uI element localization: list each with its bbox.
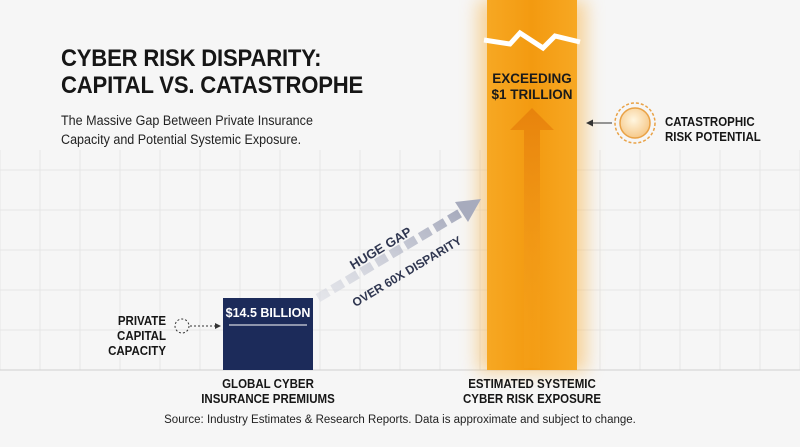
bar-value-label-exposure-line1: EXCEEDING	[492, 71, 572, 86]
catastrophic-risk-label: CATASTROPHIC RISK POTENTIAL	[665, 115, 766, 145]
upward-arrow-icon	[510, 108, 554, 368]
private-capital-label: PRIVATE CAPITAL CAPACITY	[70, 314, 166, 359]
source-note: Source: Industry Estimates & Research Re…	[164, 414, 636, 426]
catastrophic-risk-halo-icon	[614, 102, 656, 144]
catastrophic-risk-sun-icon	[619, 107, 651, 139]
bar-global-cyber-insurance-premiums	[223, 298, 313, 370]
catastrophic-risk-arrowhead	[586, 119, 593, 127]
private-capital-marker-icon	[174, 318, 190, 334]
private-capital-arrowhead	[215, 323, 221, 329]
category-label-premiums: GLOBAL CYBER INSURANCE PREMIUMS	[194, 377, 341, 407]
category-label-premiums-line2: INSURANCE PREMIUMS	[201, 392, 335, 406]
catastrophic-risk-label-line1: CATASTROPHIC	[665, 115, 755, 129]
page-title-line2: CAPITAL VS. CATASTROPHE	[61, 72, 364, 99]
page-title: CYBER RISK DISPARITY: CAPITAL VS. CATAST…	[61, 45, 363, 99]
private-capital-label-line1: PRIVATE CAPITAL	[117, 314, 166, 343]
bar-value-label-premiums: $14.5 BILLION	[226, 306, 311, 320]
catastrophic-risk-label-line2: RISK POTENTIAL	[665, 130, 761, 144]
bar-value-label-exposure-line2: $1 TRILLION	[491, 87, 572, 102]
page-title-line1: CYBER RISK DISPARITY:	[61, 45, 322, 72]
axis-break-icon	[483, 29, 581, 52]
category-label-exposure: ESTIMATED SYSTEMIC CYBER RISK EXPOSURE	[458, 377, 605, 407]
private-capital-label-line2: CAPACITY	[108, 344, 166, 358]
category-label-exposure-line2: CYBER RISK EXPOSURE	[462, 392, 602, 406]
page-subtitle: The Massive Gap Between Private Insuranc…	[61, 113, 313, 147]
category-label-premiums-line1: GLOBAL CYBER	[222, 377, 314, 391]
gap-arrow	[315, 199, 481, 302]
category-label-exposure-line1: ESTIMATED SYSTEMIC	[468, 377, 596, 391]
